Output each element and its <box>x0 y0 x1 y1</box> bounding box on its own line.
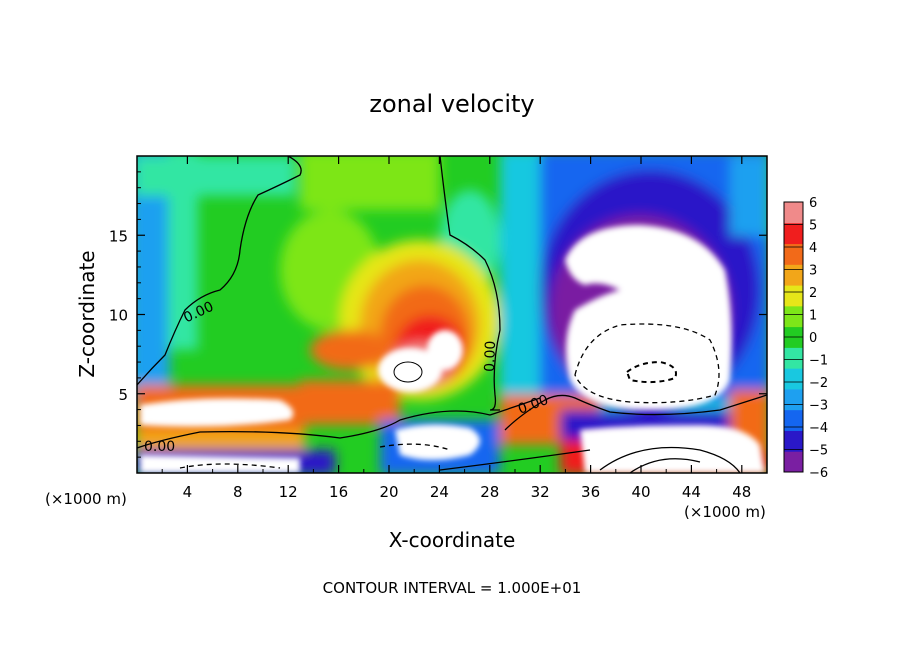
colorbar-tick-label: −3 <box>809 399 828 414</box>
colorbar-tick-label: 4 <box>809 241 817 256</box>
contour-label: 0.00 <box>144 439 175 455</box>
y-tick-label: 15 <box>109 227 128 245</box>
x-tick-label: 4 <box>183 483 193 501</box>
colorbar-swatch <box>784 264 803 286</box>
y-tick-label: 10 <box>109 307 128 325</box>
colorbar-swatch <box>784 202 803 224</box>
y-tick-label: 5 <box>118 386 128 404</box>
x-tick-label: 48 <box>732 483 751 501</box>
contour-label: 0.00 <box>482 340 499 372</box>
x-unit-label: (×1000 m) <box>684 503 766 521</box>
colorbar-swatch <box>784 409 803 431</box>
colorbar-tick-label: 2 <box>809 286 817 301</box>
contour-lines <box>137 156 767 473</box>
colorbar-tick-label: −2 <box>809 376 828 391</box>
y-unit-label: (×1000 m) <box>45 490 127 508</box>
colorbar-swatch <box>784 285 803 307</box>
x-tick-label: 8 <box>233 483 243 501</box>
x-tick-label: 44 <box>682 483 701 501</box>
colorbar-tick-label: 0 <box>809 331 817 346</box>
colorbar-swatch <box>784 347 803 369</box>
x-tick-label: 32 <box>531 483 550 501</box>
colorbar-swatch <box>784 451 803 473</box>
x-tick-label: 28 <box>480 483 499 501</box>
colorbar-swatch <box>784 388 803 411</box>
colorbar-tick-label: 3 <box>809 264 817 279</box>
x-axis-title: X-coordinate <box>389 528 516 552</box>
contour-interval-note: CONTOUR INTERVAL = 1.000E+01 <box>323 579 582 597</box>
colorbar-swatch <box>784 243 803 265</box>
colorbar-tick-label: −1 <box>809 354 828 369</box>
colorbar-swatch <box>784 222 803 245</box>
colorbar-tick-label: −5 <box>809 444 828 459</box>
y-axis-title: Z-coordinate <box>75 250 99 377</box>
x-axis: 4 8 12 16 20 24 28 32 36 40 44 48 <box>161 156 751 501</box>
x-tick-label: 40 <box>631 483 650 501</box>
colorbar-tick-label: −4 <box>809 421 828 436</box>
x-tick-label: 20 <box>379 483 398 501</box>
colorbar-swatch <box>784 368 803 390</box>
colorbar: 6 5 4 3 2 1 0 −1 −2 −3 −4 −5 −6 <box>783 196 828 481</box>
colorbar-tick-label: 6 <box>809 196 817 211</box>
colorbar-tick-label: −6 <box>809 466 828 481</box>
x-tick-label: 16 <box>329 483 348 501</box>
colorbar-swatch <box>784 430 803 452</box>
colorbar-tick-label: 1 <box>809 309 817 324</box>
colorbar-swatch <box>784 305 803 328</box>
colorbar-tick-label: 5 <box>809 219 817 234</box>
x-tick-label: 36 <box>581 483 600 501</box>
chart-title: zonal velocity <box>369 90 534 118</box>
x-tick-label: 12 <box>279 483 298 501</box>
heatmap-field <box>137 156 767 473</box>
y-axis: 5 10 15 <box>109 171 767 458</box>
x-tick-label: 24 <box>430 483 449 501</box>
